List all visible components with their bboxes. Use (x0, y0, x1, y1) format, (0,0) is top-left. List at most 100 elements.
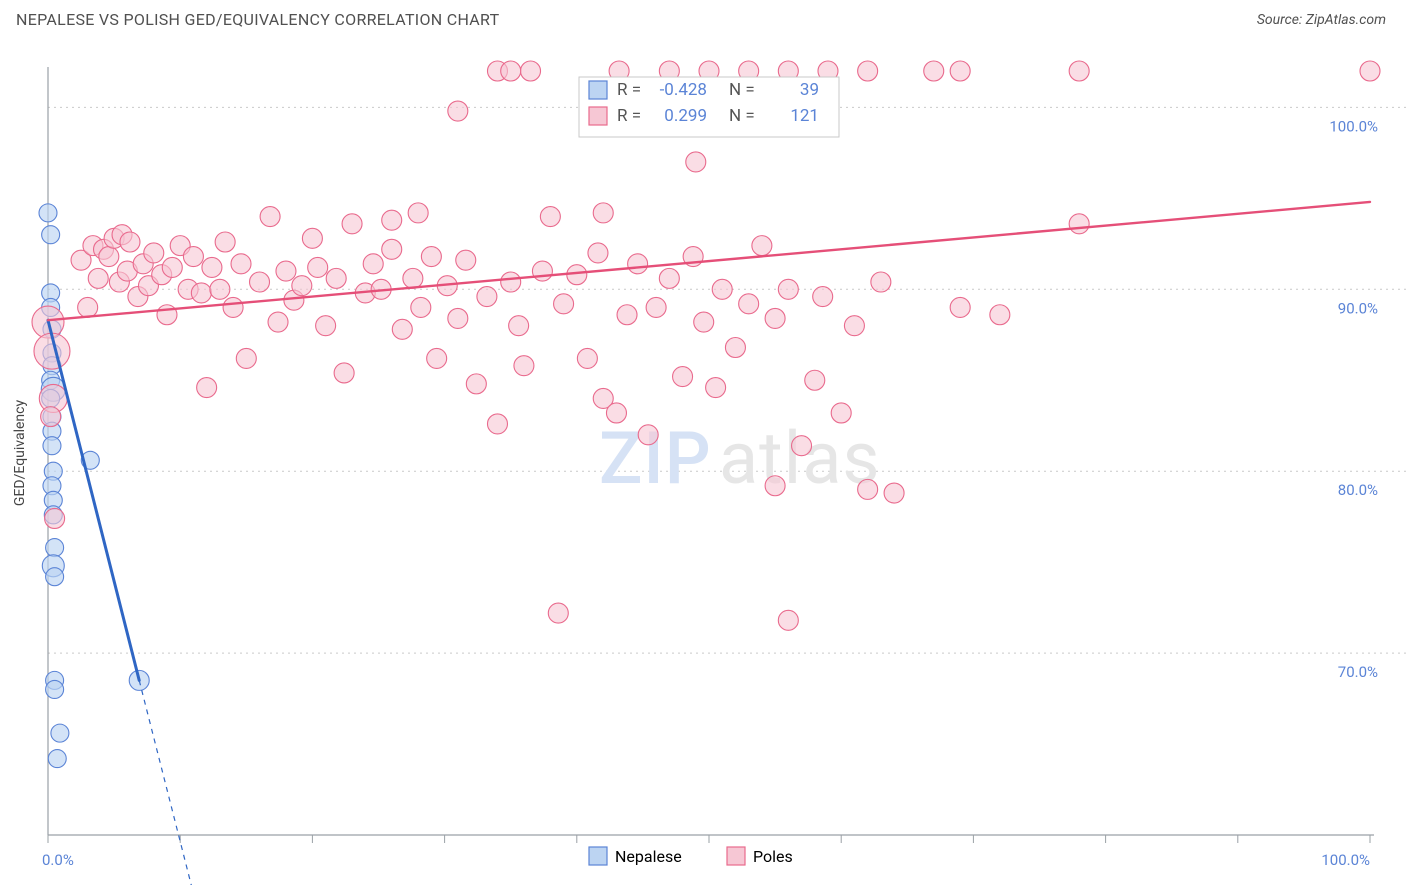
data-point (276, 261, 296, 281)
data-point (477, 287, 497, 307)
data-point (334, 363, 354, 383)
data-point (466, 374, 486, 394)
data-point (514, 356, 534, 376)
data-point (532, 261, 552, 281)
legend-label: Poles (753, 847, 793, 866)
data-point (501, 61, 521, 81)
svg-text:80.0%: 80.0% (1338, 481, 1378, 499)
data-point (509, 316, 529, 336)
data-point (606, 403, 626, 423)
data-point (593, 203, 613, 223)
data-point (46, 539, 64, 557)
data-point (302, 228, 322, 248)
svg-text:R =: R = (617, 106, 641, 126)
data-point (659, 268, 679, 288)
data-point (41, 407, 61, 427)
data-point (162, 257, 182, 277)
data-point (990, 305, 1010, 325)
data-point (308, 257, 328, 277)
legend-swatch (589, 81, 607, 99)
data-point (382, 210, 402, 230)
svg-text:N =: N = (729, 80, 755, 100)
data-point (858, 61, 878, 81)
data-point (46, 680, 64, 698)
data-point (778, 279, 798, 299)
data-point (686, 152, 706, 172)
data-point (950, 297, 970, 317)
svg-text:-0.428: -0.428 (660, 80, 707, 100)
data-point (183, 247, 203, 267)
svg-text:0.0%: 0.0% (42, 851, 74, 869)
svg-text:GED/Equivalency: GED/Equivalency (12, 400, 28, 507)
data-point (268, 312, 288, 332)
data-point (392, 319, 412, 339)
data-point (197, 378, 217, 398)
data-point (617, 305, 637, 325)
data-point (765, 476, 785, 496)
trend-line-extension (139, 680, 213, 885)
svg-text:100.0%: 100.0% (1329, 117, 1378, 135)
svg-text:atlas: atlas (719, 416, 881, 501)
data-point (42, 226, 60, 244)
data-point (46, 568, 64, 586)
data-point (712, 279, 732, 299)
data-point (448, 308, 468, 328)
data-point (39, 204, 57, 222)
data-point (363, 254, 383, 274)
data-point (427, 348, 447, 368)
data-point (673, 367, 693, 387)
svg-text:70.0%: 70.0% (1338, 663, 1378, 681)
data-point (548, 603, 568, 623)
data-point (694, 312, 714, 332)
data-point (706, 378, 726, 398)
data-point (43, 437, 61, 455)
svg-text:0.299: 0.299 (664, 106, 707, 126)
data-point (628, 254, 648, 274)
data-point (588, 243, 608, 263)
source-label: Source: ZipAtlas.com (1257, 12, 1386, 28)
data-point (924, 61, 944, 81)
data-point (1069, 61, 1089, 81)
data-point (858, 479, 878, 499)
data-point (260, 207, 280, 227)
data-point (813, 287, 833, 307)
data-point (231, 254, 251, 274)
data-point (403, 268, 423, 288)
data-point (805, 370, 825, 390)
data-point (292, 276, 312, 296)
data-point (725, 337, 745, 357)
svg-text:R =: R = (617, 80, 641, 100)
correlation-scatter-chart: 70.0%80.0%90.0%100.0%ZIPatlas0.0%100.0%G… (0, 35, 1406, 885)
data-point (191, 283, 211, 303)
data-point (88, 268, 108, 288)
data-point (120, 232, 140, 252)
data-point (752, 236, 772, 256)
data-point (456, 250, 476, 270)
data-point (382, 239, 402, 259)
data-point (871, 272, 891, 292)
data-point (1360, 61, 1380, 81)
chart-title: NEPALESE VS POLISH GED/EQUIVALENCY CORRE… (16, 10, 499, 29)
data-point (411, 297, 431, 317)
legend-swatch (589, 107, 607, 125)
svg-text:121: 121 (790, 106, 819, 126)
data-point (778, 610, 798, 630)
data-point (1069, 214, 1089, 234)
data-point (884, 483, 904, 503)
data-point (421, 247, 441, 267)
svg-text:100.0%: 100.0% (1321, 851, 1370, 869)
data-point (45, 508, 65, 528)
data-point (487, 414, 507, 434)
data-point (831, 403, 851, 423)
data-point (408, 203, 428, 223)
data-point (223, 297, 243, 317)
svg-text:N =: N = (729, 106, 755, 126)
data-point (844, 316, 864, 336)
data-point (236, 348, 256, 368)
data-point (554, 294, 574, 314)
svg-text:90.0%: 90.0% (1338, 299, 1378, 317)
legend-label: Nepalese (615, 847, 682, 866)
data-point (739, 294, 759, 314)
data-point (521, 61, 541, 81)
data-point (326, 268, 346, 288)
